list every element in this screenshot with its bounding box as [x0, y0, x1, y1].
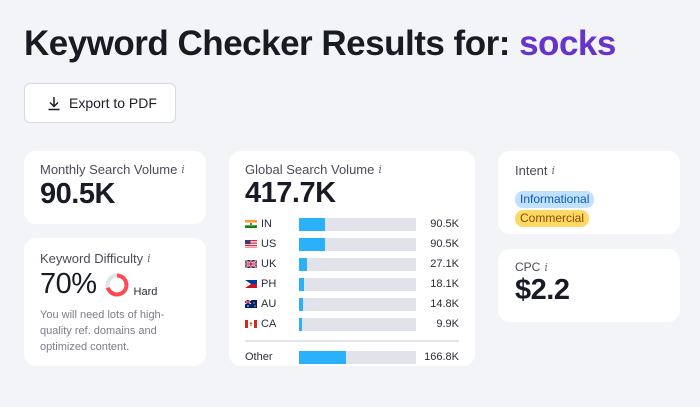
country-row: UK 27.1K	[245, 254, 459, 274]
msv-label: Monthly Search Volume	[40, 162, 178, 177]
msv-value: 90.5K	[40, 178, 115, 210]
volume-bar	[299, 257, 416, 271]
volume-bar	[299, 217, 416, 231]
info-icon[interactable]: i	[378, 163, 382, 176]
kd-description: You will need lots of high-quality ref. …	[40, 309, 165, 353]
info-icon[interactable]: i	[147, 252, 151, 265]
cpc-card: CPC i $2.2	[498, 249, 680, 322]
export-to-pdf-button[interactable]: Export to PDF	[24, 83, 176, 123]
flag-au-icon	[245, 300, 257, 308]
flag-ca-icon	[245, 320, 257, 328]
flag-uk-icon	[245, 260, 257, 268]
volume-bar	[299, 350, 416, 364]
info-icon[interactable]: i	[181, 163, 185, 176]
keyword-highlight: socks	[519, 24, 616, 63]
flag-ph-icon	[245, 280, 257, 288]
country-list: IN 90.5K US 90.5K UK 27.1K PH 18.1K AU 1…	[245, 214, 459, 367]
intent-badge-commercial: Commercial	[515, 210, 590, 227]
volume-bar	[299, 297, 416, 311]
download-icon	[48, 96, 60, 110]
cpc-value: $2.2	[515, 274, 570, 306]
keyword-difficulty-card: Keyword Difficulty i 70% Hard You will ne…	[24, 238, 206, 366]
kd-label: Keyword Difficulty	[40, 251, 144, 266]
info-icon[interactable]: i	[544, 260, 548, 274]
global-search-volume-card: Global Search Volume i 417.7K IN 90.5K US…	[229, 151, 475, 366]
volume-bar	[299, 317, 416, 331]
country-row: IN 90.5K	[245, 214, 459, 234]
kd-level: Hard	[133, 285, 158, 298]
volume-bar	[299, 277, 416, 291]
monthly-search-volume-card: Monthly Search Volume i 90.5K	[24, 151, 206, 224]
intent-card: Intent i Informational Commercial	[498, 151, 680, 234]
info-icon[interactable]: i	[551, 164, 556, 177]
kd-value: 70%	[40, 268, 97, 300]
title-prefix: Keyword Checker Results for:	[24, 24, 520, 63]
country-row: AU 14.8K	[245, 294, 459, 314]
country-row: US 90.5K	[245, 234, 459, 254]
country-row: CA 9.9K	[245, 314, 459, 334]
intent-label: Intent	[515, 163, 548, 178]
divider	[245, 340, 459, 342]
flag-in-icon	[245, 220, 257, 228]
other-row: Other 166.8K	[245, 350, 459, 364]
cpc-label: CPC	[515, 260, 541, 274]
flag-us-icon	[245, 240, 257, 248]
intent-badge-informational: Informational	[515, 191, 595, 208]
page-title: Keyword Checker Results for: socks	[24, 24, 616, 64]
export-label: Export to PDF	[69, 95, 157, 111]
volume-bar	[299, 237, 416, 251]
gsv-value: 417.7K	[245, 177, 336, 209]
difficulty-ring-icon	[105, 273, 129, 296]
country-row: PH 18.1K	[245, 274, 459, 294]
gsv-label: Global Search Volume	[245, 162, 375, 177]
